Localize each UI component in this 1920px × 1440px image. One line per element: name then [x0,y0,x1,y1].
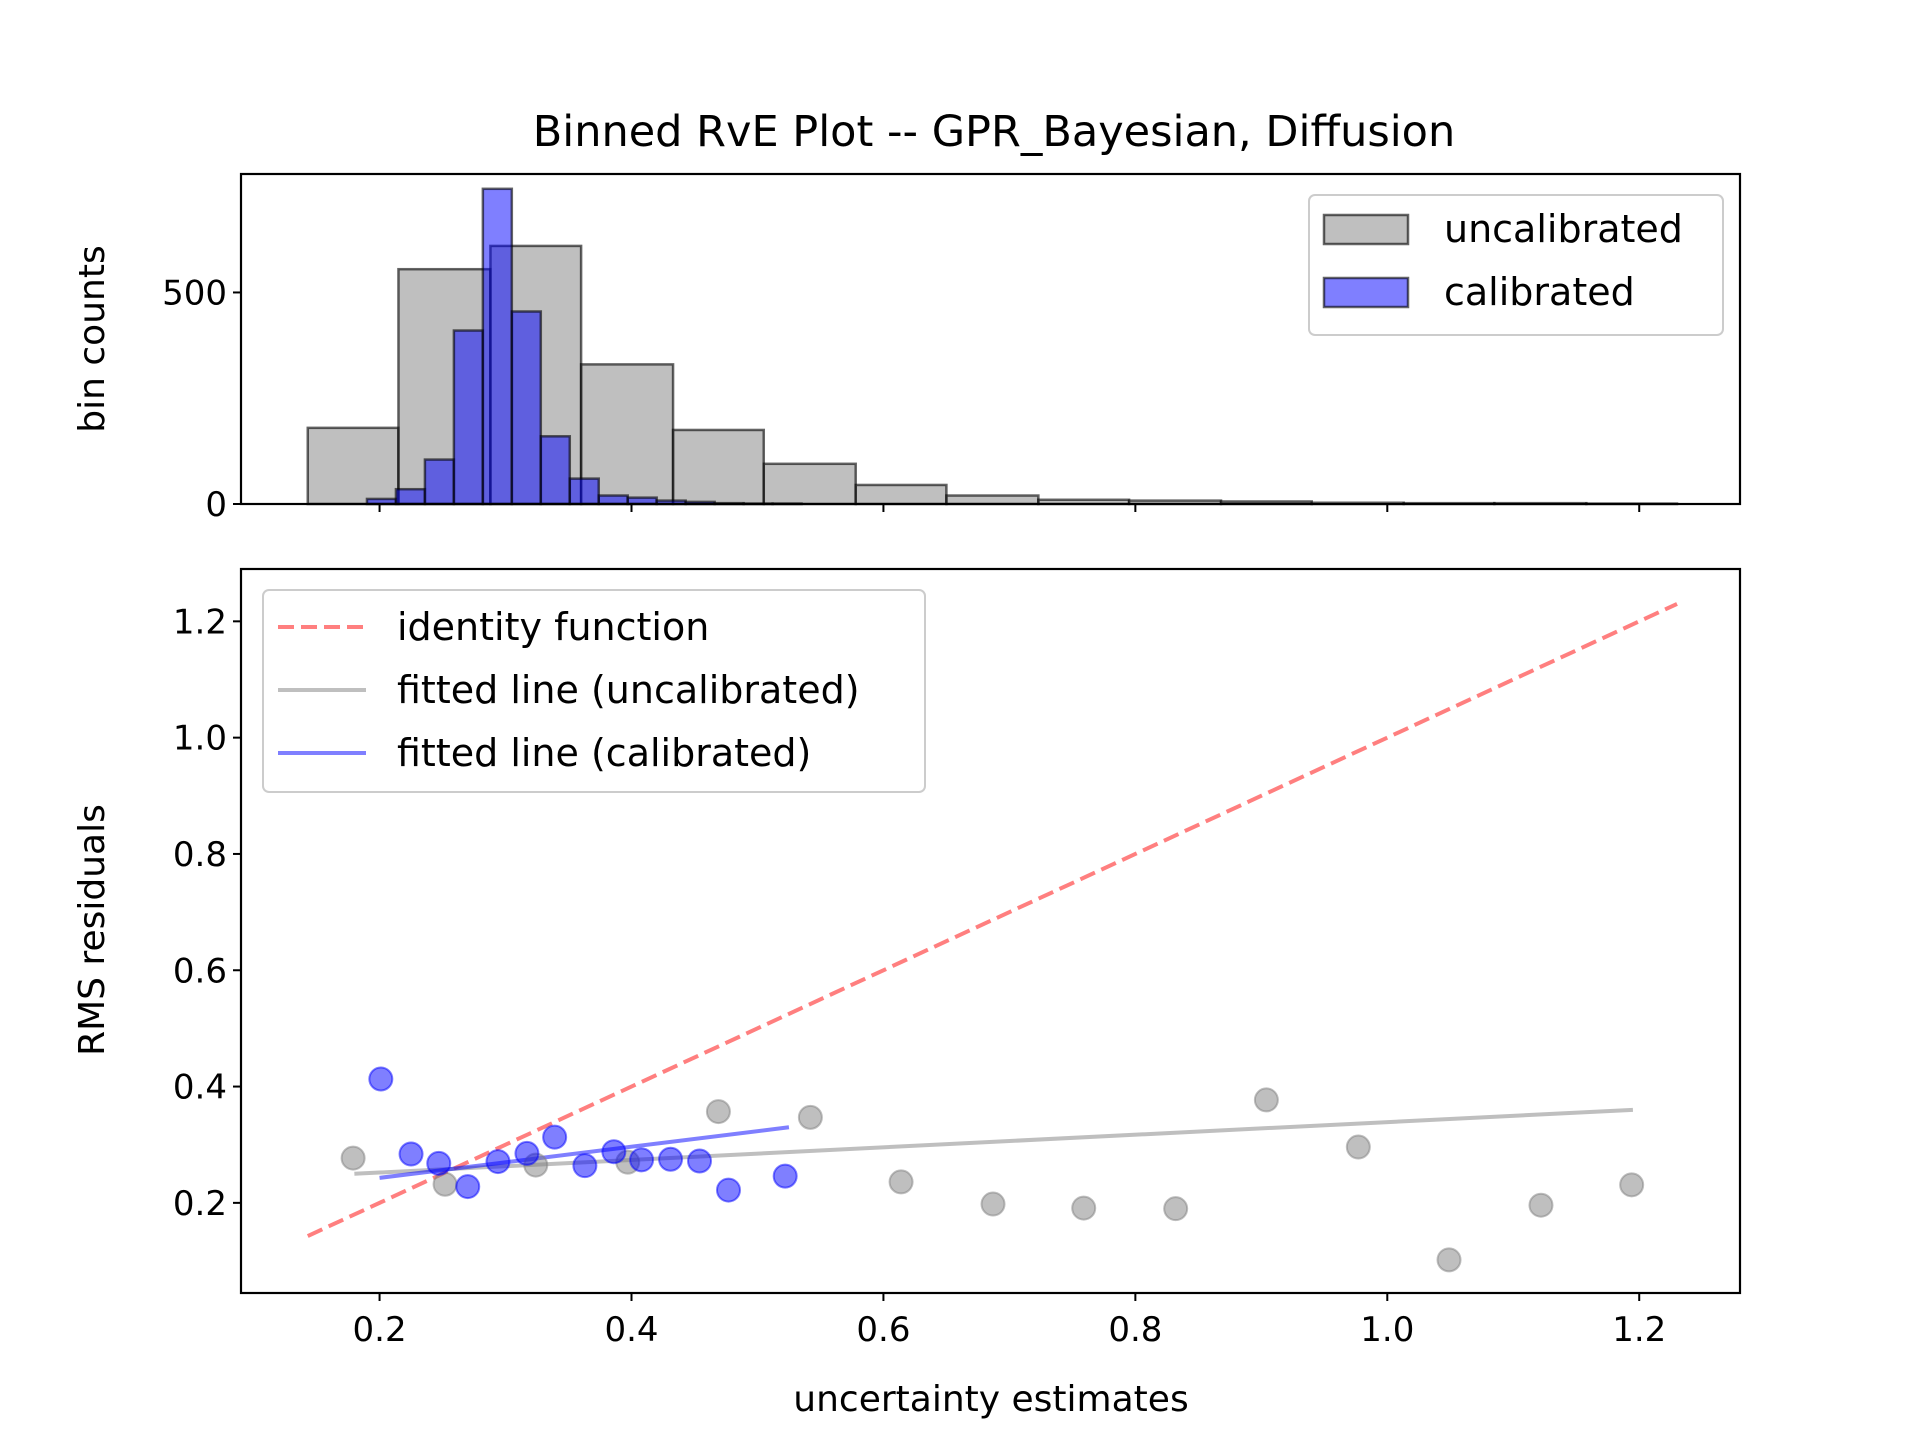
legend-label: identity function [397,605,709,649]
y-axis-label: RMS residuals [72,804,113,1056]
point-uncalibrated [1253,1087,1279,1113]
x-tick-label: 0.6 [856,1310,910,1350]
scatter-legend: identity function fitted line (uncalibrat… [262,589,926,793]
histogram-bar-calibrated [568,477,600,506]
x-axis-label: uncertainty estimates [793,1379,1188,1420]
point-uncalibrated [1528,1192,1554,1218]
x-tick-label: 0.4 [604,1310,658,1350]
point-uncalibrated [340,1145,366,1171]
histogram-bar-uncalibrated [762,462,857,506]
point-calibrated [629,1147,655,1173]
point-calibrated [572,1153,598,1179]
histogram-bar-calibrated [394,487,427,506]
point-calibrated [398,1141,424,1167]
line-identity-function [306,602,1678,1238]
histogram-panel: 0 500 bin counts uncalibrated calibrated [72,172,1742,525]
y-tick-label: 0.2 [173,1184,227,1224]
x-tick-label: 1.0 [1360,1310,1414,1350]
point-uncalibrated [705,1099,731,1125]
point-uncalibrated [1163,1196,1189,1222]
point-calibrated [542,1124,568,1150]
point-calibrated [658,1146,684,1172]
point-uncalibrated [1071,1195,1097,1221]
point-calibrated [715,1177,741,1203]
line-fitted-line-uncalibrated- [354,1107,1634,1176]
point-uncalibrated [432,1171,458,1197]
histogram-bar-calibrated [539,435,572,506]
point-uncalibrated [797,1104,823,1130]
legend-box [262,589,926,793]
legend-label-calibrated: calibrated [1444,270,1635,314]
x-tick-label: 0.8 [1108,1310,1162,1350]
point-uncalibrated [1436,1247,1462,1273]
y-tick-label: 0.4 [173,1068,227,1108]
histogram-bar-calibrated [597,494,629,506]
scatter-panel: 0.2 0.4 0.6 0.8 1.0 1.2 0.2 0.4 0.6 0.8 1.0 1.2 un… [72,567,1742,1420]
histogram-bar-uncalibrated [854,483,948,506]
legend-label: fitted line (uncalibrated) [397,668,860,712]
y-tick-label: 0.8 [173,835,227,875]
legend-label-uncalibrated: uncalibrated [1444,207,1683,251]
point-calibrated [368,1066,394,1092]
legend-swatch-calibrated [1322,276,1410,309]
histogram-frame [239,172,1742,506]
point-calibrated [687,1148,713,1174]
point-calibrated [426,1150,452,1176]
point-calibrated [455,1174,481,1200]
y-tick-label: 1.2 [173,602,227,642]
point-uncalibrated [980,1191,1006,1217]
histogram-bar-calibrated [481,187,514,506]
point-uncalibrated [888,1169,914,1195]
x-tick-label: 1.2 [1612,1310,1666,1350]
histogram-legend: uncalibrated calibrated [1308,194,1724,336]
histogram-bar-uncalibrated [306,426,400,506]
histogram-bar-uncalibrated [945,494,1040,506]
legend-swatch-uncalibrated [1322,213,1410,246]
point-calibrated [485,1149,511,1175]
scatter-frame [239,567,1742,1295]
histogram-y-tick-label: 500 [162,273,227,313]
histogram-bar-calibrated [423,458,456,506]
histogram-bar-uncalibrated [671,428,766,506]
y-tick-label: 0.6 [173,951,227,991]
point-uncalibrated [1345,1134,1371,1160]
histogram-bar-calibrated [452,329,485,506]
histogram-y-tick-label: 0 [205,485,227,525]
histogram-bar-calibrated [510,310,543,506]
legend-label: fitted line (calibrated) [397,731,811,775]
point-calibrated [772,1163,798,1189]
chart-title: Binned RvE Plot -- GPR_Bayesian, Diffusi… [533,107,1455,157]
histogram-y-axis-label: bin counts [72,245,113,432]
y-tick-label: 1.0 [173,719,227,759]
point-calibrated [514,1140,540,1166]
point-uncalibrated [1619,1172,1645,1198]
x-tick-label: 0.2 [353,1310,407,1350]
point-calibrated [601,1139,627,1165]
legend-box [1308,194,1724,336]
